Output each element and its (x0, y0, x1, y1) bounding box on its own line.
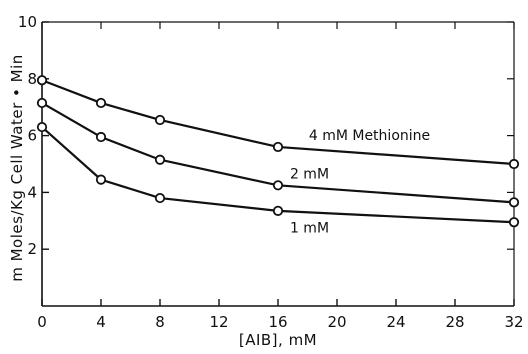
data-point (508, 197, 520, 208)
data-point (95, 97, 107, 109)
x-axis-ticks: 0 4 8 12 16 20 24 28 32 (37, 22, 524, 331)
y-tick-label: 2 (27, 240, 37, 258)
plot-frame (41, 21, 515, 307)
x-tick-label: 16 (268, 313, 287, 331)
y-tick-label: 4 (27, 183, 37, 201)
x-tick-label: 20 (327, 313, 346, 331)
data-point (36, 121, 48, 133)
series-3: 1 mM (36, 121, 520, 236)
x-tick-label: 28 (445, 313, 464, 331)
y-tick-label: 8 (27, 70, 37, 88)
x-tick-label: 0 (37, 313, 47, 331)
series-layer: 4 mM Methionine 2 mM 1 mM (36, 75, 520, 236)
data-point (272, 205, 284, 216)
data-point (36, 75, 48, 86)
data-point (95, 174, 107, 185)
x-tick-label: 12 (209, 313, 228, 331)
series-label: 1 mM (290, 220, 329, 236)
data-point (508, 158, 520, 170)
x-axis-label: [AIB], mM (239, 331, 317, 349)
y-tick-label: 10 (18, 13, 37, 31)
data-point (95, 131, 107, 143)
y-axis-label: m Moles/Kg Cell Water • Min (8, 54, 26, 282)
data-point (154, 192, 166, 204)
data-point (272, 141, 284, 153)
x-tick-label: 8 (155, 313, 165, 331)
x-tick-label: 24 (386, 313, 405, 331)
series-label: 4 mM Methionine (309, 128, 430, 144)
x-tick-label: 32 (504, 313, 523, 331)
data-point (36, 97, 48, 109)
x-tick-label: 4 (96, 313, 106, 331)
data-point (508, 217, 520, 228)
data-point (154, 114, 166, 126)
y-axis-ticks: 2 4 6 8 10 (18, 13, 514, 258)
y-tick-label: 6 (27, 127, 37, 145)
data-point (272, 180, 284, 191)
data-point (154, 154, 166, 165)
series-1: 4 mM Methionine (36, 75, 520, 170)
series-label: 2 mM (290, 166, 329, 182)
series-2: 2 mM (36, 97, 520, 208)
